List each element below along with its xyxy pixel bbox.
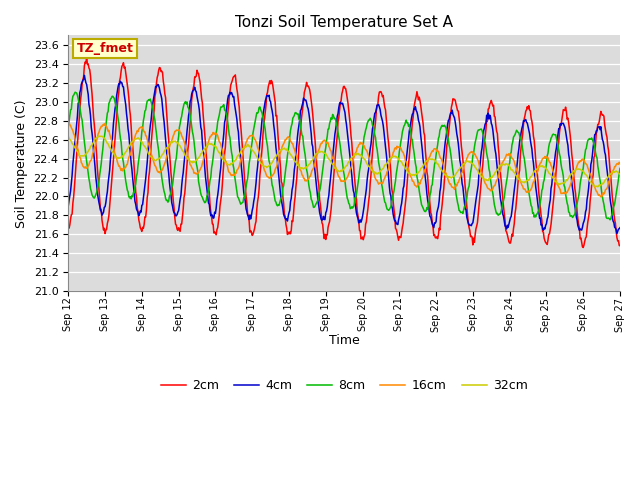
Y-axis label: Soil Temperature (C): Soil Temperature (C) [15,99,28,228]
Title: Tonzi Soil Temperature Set A: Tonzi Soil Temperature Set A [235,15,453,30]
Line: 16cm: 16cm [68,121,620,197]
Line: 2cm: 2cm [68,57,620,248]
X-axis label: Time: Time [329,334,360,348]
Legend: 2cm, 4cm, 8cm, 16cm, 32cm: 2cm, 4cm, 8cm, 16cm, 32cm [156,374,532,397]
Text: TZ_fmet: TZ_fmet [77,42,133,55]
Line: 32cm: 32cm [68,136,620,187]
Line: 8cm: 8cm [68,92,620,220]
Line: 4cm: 4cm [68,75,620,233]
